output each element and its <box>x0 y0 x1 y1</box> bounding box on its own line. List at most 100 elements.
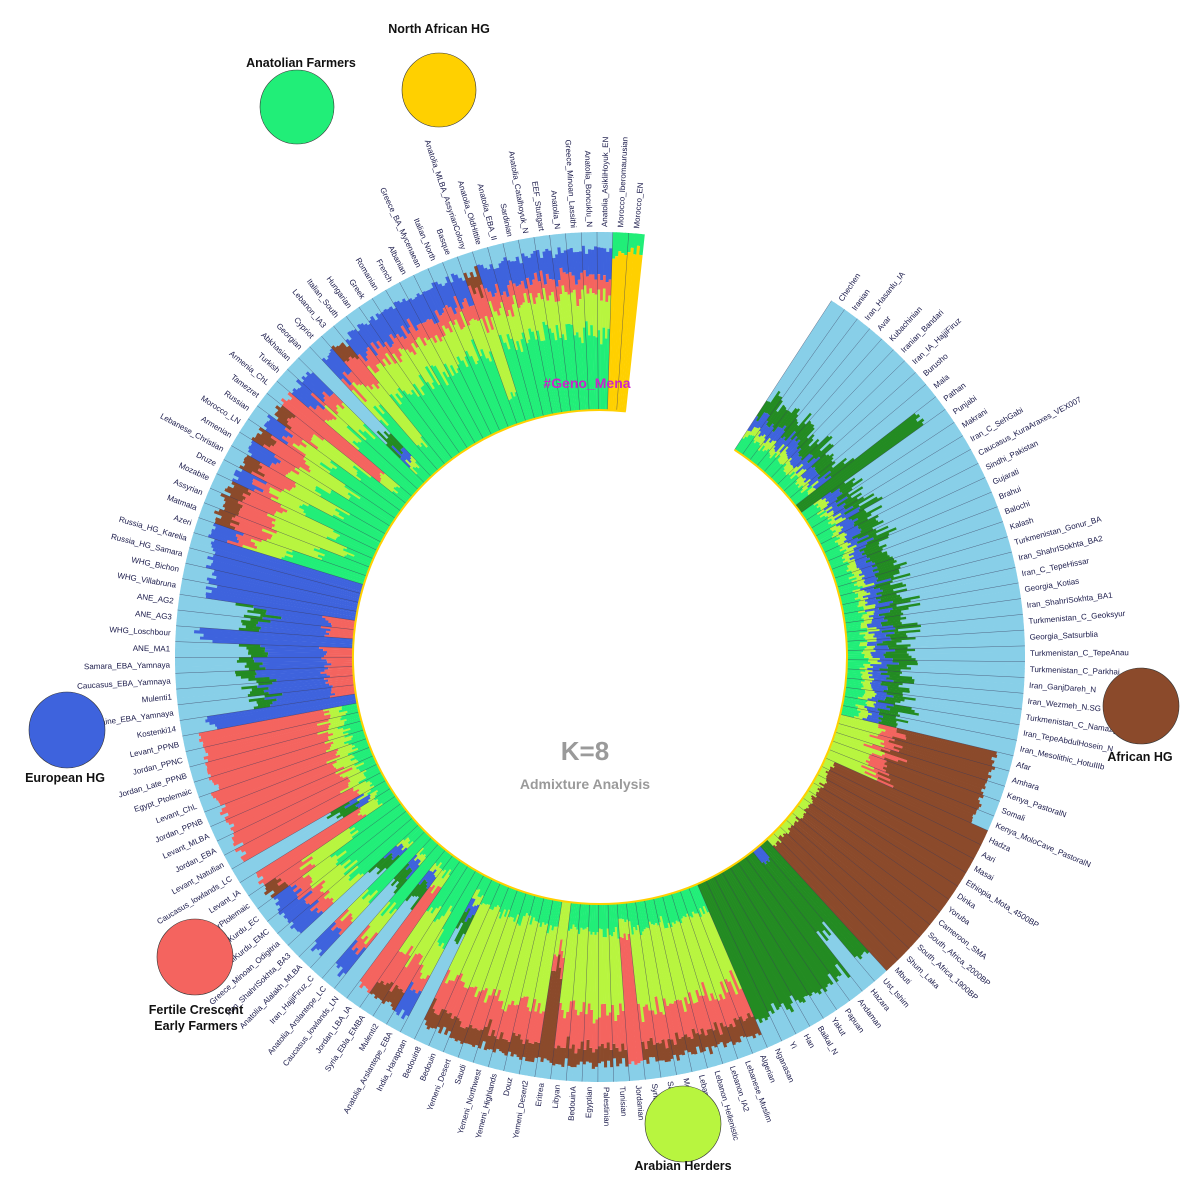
segment-iran <box>848 422 957 495</box>
segment-anatolian <box>356 470 405 509</box>
segment-iran <box>873 438 967 496</box>
segment-european_hg <box>276 884 298 901</box>
segment-european_hg <box>528 257 536 280</box>
segment-north_african <box>616 252 631 411</box>
segment-iran <box>175 678 249 686</box>
segment-arabian <box>332 727 351 735</box>
segment-east_asian <box>869 551 888 560</box>
segment-african_hg <box>726 1026 736 1046</box>
segment-arabian <box>299 832 352 871</box>
segment-arabian <box>376 908 398 934</box>
segment-east_asian <box>763 840 865 954</box>
segment-european_hg <box>597 247 601 275</box>
segment-arabian <box>765 440 775 452</box>
bar-separator <box>626 902 646 1080</box>
population-label: ANE_AG2 <box>136 592 174 606</box>
segment-european_hg <box>424 870 433 881</box>
segment-fertile_crescent <box>211 741 334 783</box>
segment-fertile_crescent <box>331 392 344 405</box>
segment-fertile_crescent <box>304 884 324 902</box>
segment-anatolian <box>366 781 388 796</box>
segment-anatolian <box>845 679 862 684</box>
segment-european_hg <box>796 453 811 468</box>
segment-anatolian <box>503 342 530 421</box>
segment-east_asian <box>390 868 408 887</box>
segment-east_asian <box>772 406 787 425</box>
segment-anatolian <box>418 374 468 450</box>
segment-fertile_crescent <box>474 1001 487 1029</box>
segment-iran <box>324 966 339 983</box>
segment-european_hg <box>206 693 357 720</box>
population-bar-iran-shahrisokhta-ba2 <box>839 551 1016 606</box>
segment-iran <box>893 521 1004 561</box>
segment-fertile_crescent <box>203 725 330 760</box>
segment-arabian <box>830 517 843 526</box>
segment-arabian <box>572 289 579 333</box>
segment-fertile_crescent <box>408 332 419 349</box>
segment-arabian <box>433 869 447 886</box>
segment-arabian <box>860 624 867 627</box>
segment-fertile_crescent <box>329 673 354 678</box>
segment-iran <box>469 251 478 267</box>
segment-iran <box>372 1002 384 1018</box>
population-bar-turkish <box>276 368 419 497</box>
segment-european_hg <box>858 562 876 570</box>
segment-iran <box>509 241 517 262</box>
segment-arabian <box>780 823 791 833</box>
segment-anatolian <box>412 829 425 843</box>
segment-anatolian <box>361 832 428 900</box>
bar-separator <box>795 396 937 506</box>
segment-arabian <box>477 895 484 906</box>
segment-fertile_crescent <box>545 273 552 296</box>
bar-separator <box>752 851 863 992</box>
segment-anatolian <box>546 899 553 924</box>
segment-anatolian <box>751 445 766 463</box>
segment-arabian <box>277 497 305 513</box>
segment-anatolian <box>843 614 863 620</box>
segment-fertile_crescent <box>454 307 466 328</box>
segment-arabian <box>358 785 375 796</box>
segment-anatolian <box>847 659 869 663</box>
segment-african_hg <box>889 779 974 818</box>
segment-arabian <box>401 837 410 845</box>
segment-iran <box>333 899 407 991</box>
segment-fertile_crescent <box>204 732 318 766</box>
segment-arabian <box>271 526 345 558</box>
bar-separator <box>835 731 1005 787</box>
segment-fertile_crescent <box>873 767 890 777</box>
segment-iran <box>980 804 997 814</box>
segment-european_hg <box>425 874 436 886</box>
segment-anatolian <box>402 824 420 841</box>
segment-arabian <box>819 767 827 773</box>
segment-european_hg <box>247 448 273 466</box>
population-bar-burusho <box>783 372 927 499</box>
segment-arabian <box>533 933 549 1000</box>
segment-iran <box>321 333 334 348</box>
segment-anatolian <box>448 859 461 876</box>
segment-anatolian <box>664 895 674 923</box>
population-bar-cameroon-sma <box>791 805 940 926</box>
segment-iran <box>372 296 385 313</box>
bar-separator <box>607 232 613 411</box>
segment-arabian <box>349 772 364 782</box>
bar-separator <box>688 887 753 1054</box>
segment-european_hg <box>863 577 879 584</box>
segment-anatolian <box>559 337 571 412</box>
segment-fertile_crescent <box>334 690 356 695</box>
segment-fertile_crescent <box>332 682 355 688</box>
segment-iran <box>584 1061 589 1082</box>
segment-european_hg <box>265 612 329 623</box>
segment-fertile_crescent <box>571 275 576 291</box>
segment-fertile_crescent <box>323 396 339 411</box>
segment-iran <box>900 701 1021 722</box>
segment-anatolian <box>479 879 494 905</box>
segment-iran <box>391 285 404 303</box>
segment-african_hg <box>649 1037 655 1058</box>
segment-arabian <box>261 528 315 551</box>
segment-arabian <box>835 730 885 748</box>
segment-east_asian <box>756 400 769 418</box>
segment-iran <box>525 1061 531 1076</box>
population-bar-italian-south <box>333 316 453 465</box>
segment-european_hg <box>208 580 358 612</box>
segment-arabian <box>798 802 807 810</box>
